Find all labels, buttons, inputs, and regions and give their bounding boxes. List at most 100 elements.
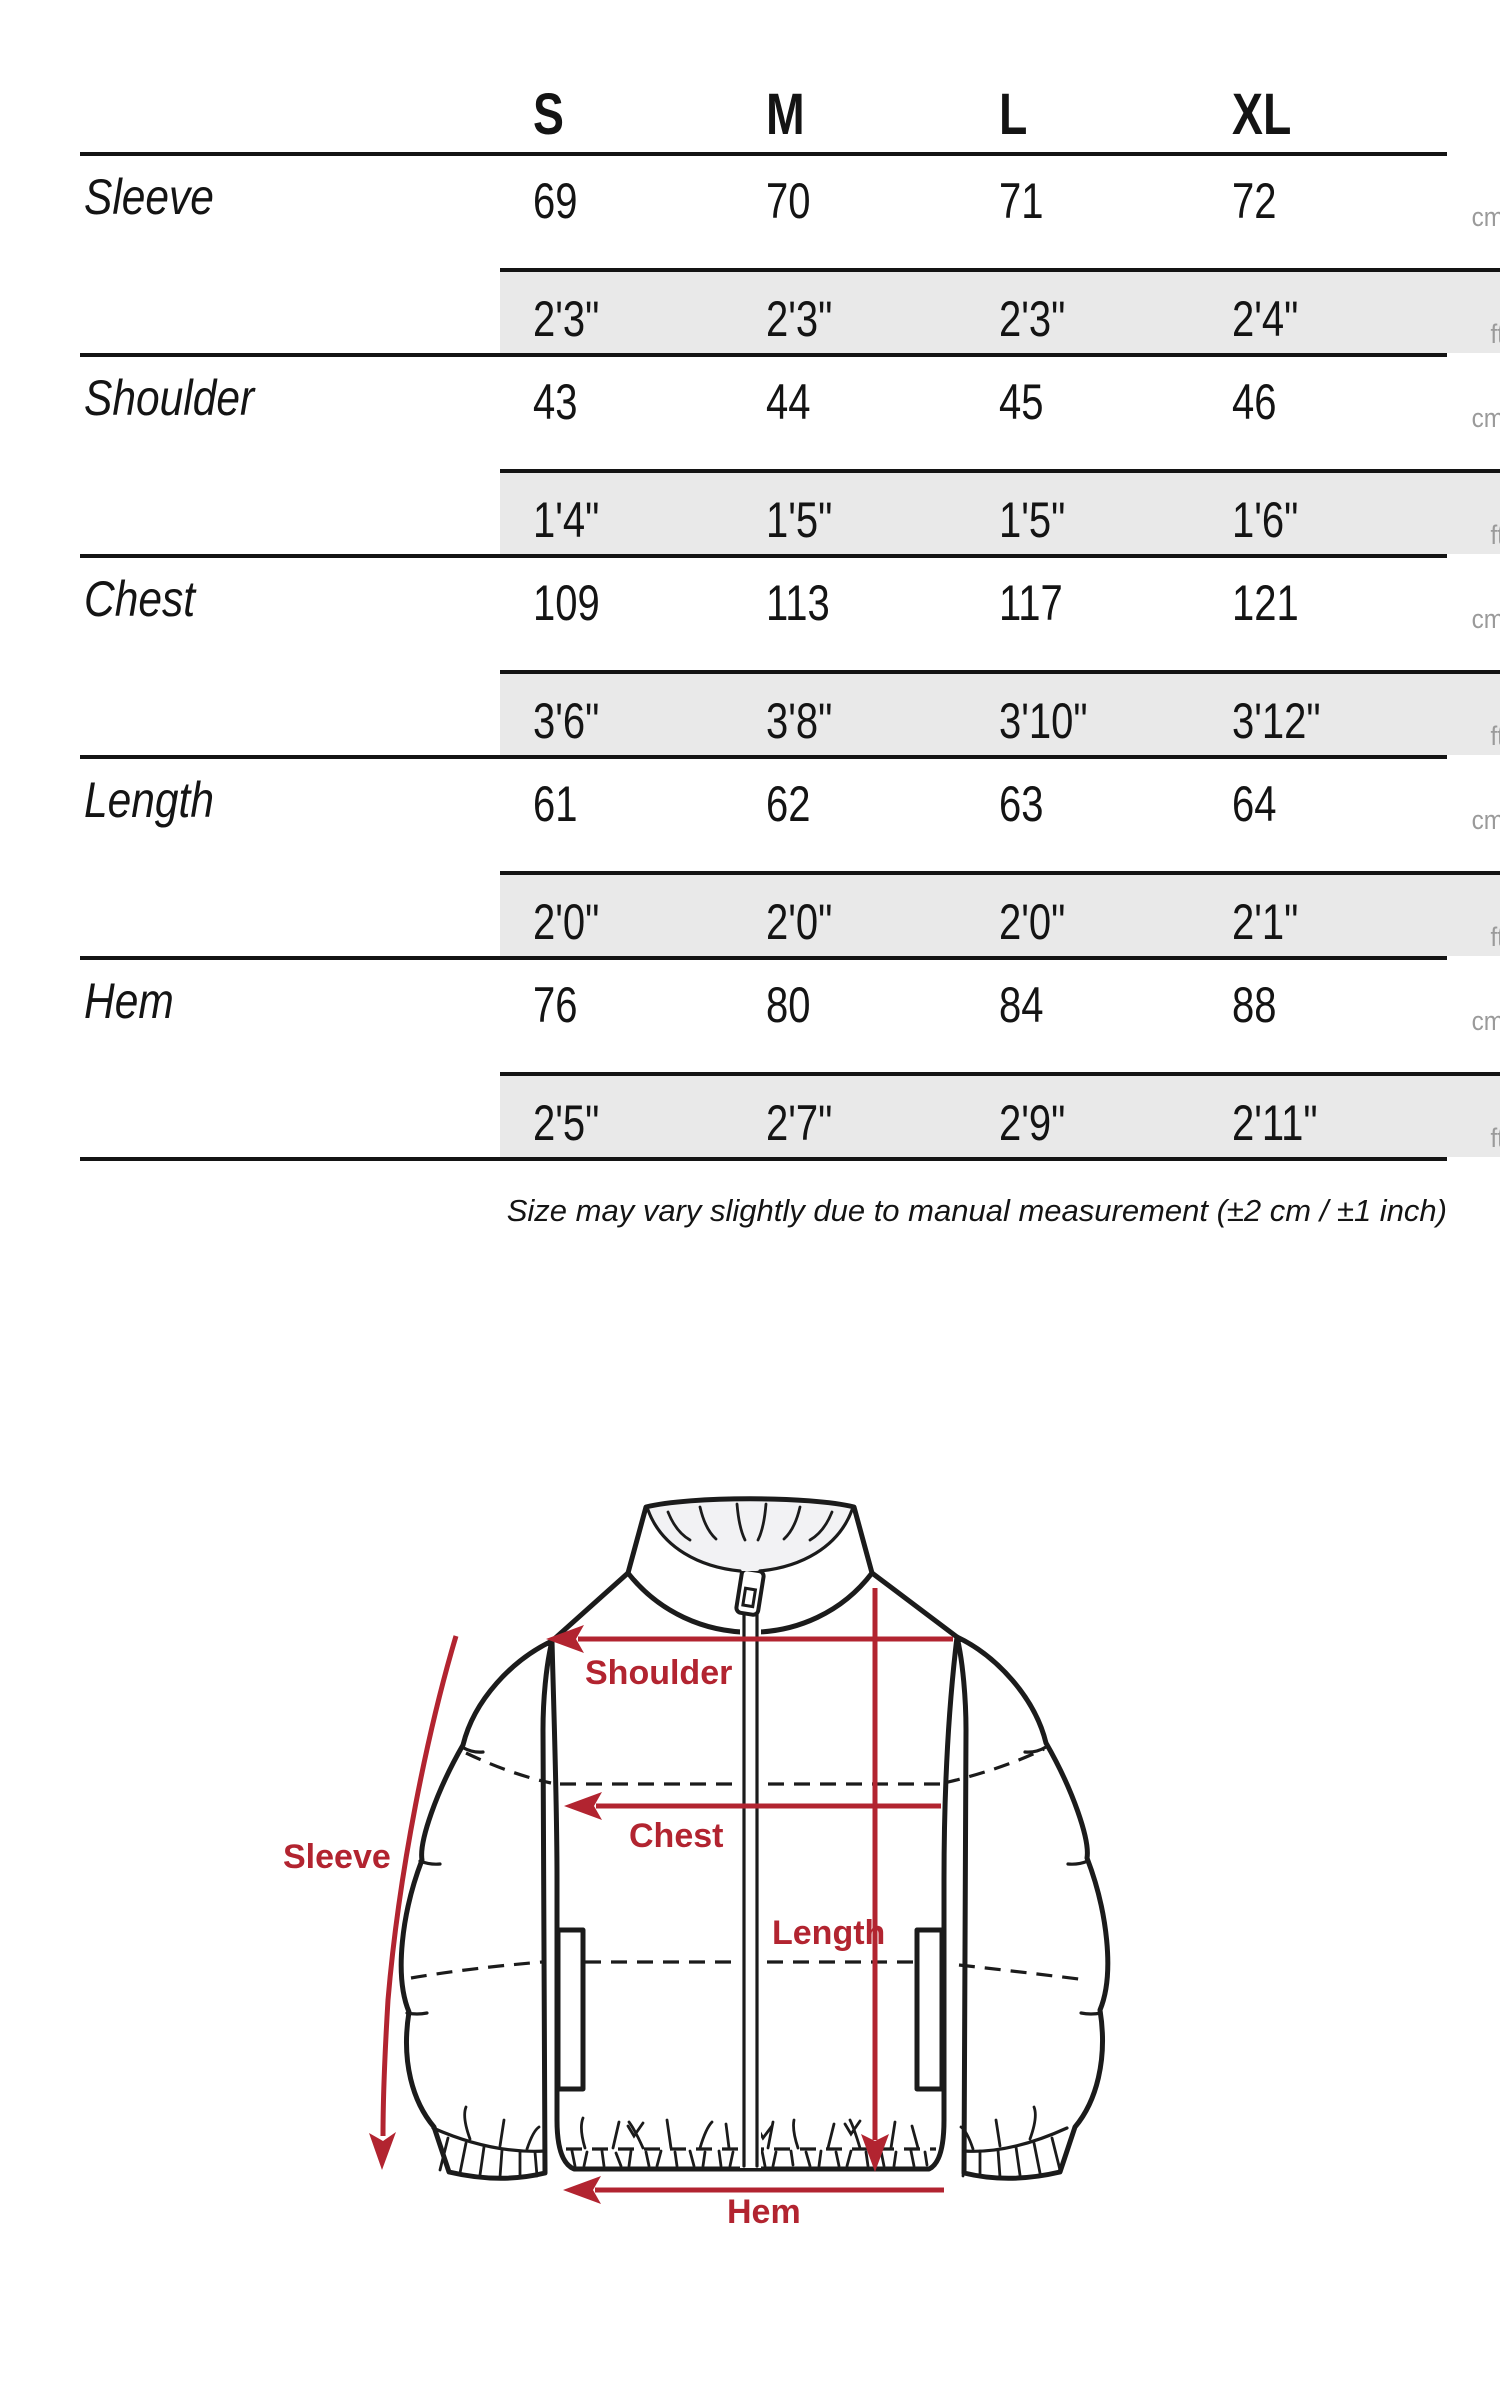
right-cuff-seam — [962, 2126, 1069, 2153]
ft-value: 2'5" — [500, 1072, 733, 1157]
ft-value: 3'6" — [500, 670, 733, 755]
unit-ft: ft — [1432, 1072, 1500, 1157]
table-row-cm: Length 61 62 63 64 cm — [80, 759, 1500, 871]
row-label: Chest — [84, 571, 196, 627]
shoulder-label: Shoulder — [585, 1654, 732, 1692]
cm-value: 44 — [766, 374, 811, 430]
zipper-pull — [734, 1567, 766, 1617]
unit-cm: cm — [1471, 805, 1500, 835]
cm-value: 46 — [1232, 374, 1277, 430]
hem-arrowhead — [563, 2176, 601, 2204]
unit-cm: cm — [1471, 604, 1500, 634]
cm-value: 69 — [533, 173, 578, 229]
collar-outline — [625, 1496, 875, 1576]
cm-value: 76 — [533, 977, 578, 1033]
shoulder-annotation: Shoulder — [546, 1625, 953, 1692]
cm-value: 80 — [766, 977, 811, 1033]
size-header-s: S — [533, 82, 564, 147]
table-row-ft: 3'6" 3'8" 3'10" 3'12" ft — [80, 670, 1500, 755]
row-label-spacer — [80, 469, 500, 554]
ft-value: 2'0" — [966, 871, 1199, 956]
row-group-shoulder: Shoulder 43 44 45 46 cm 1'4" 1'5" 1'5" 1… — [80, 357, 1500, 558]
collar-inside — [646, 1498, 854, 1571]
sleeve-arrow-line — [380, 1635, 459, 2137]
row-group-hem: Hem 76 80 84 88 cm 2'5" 2'7" 2'9" 2'11" … — [80, 960, 1500, 1161]
sleeve-arrowhead — [369, 2132, 396, 2170]
ft-value: 1'5" — [733, 469, 966, 554]
unit-ft: ft — [1432, 268, 1500, 353]
ft-value: 1'6" — [1199, 469, 1432, 554]
ft-value: 2'11" — [1199, 1072, 1432, 1157]
cm-value: 113 — [766, 575, 830, 631]
ft-value: 2'3" — [966, 268, 1199, 353]
ft-value: 2'9" — [966, 1072, 1199, 1157]
left-cuff-seam — [431, 2126, 547, 2153]
row-label: Sleeve — [84, 169, 214, 225]
cm-value: 43 — [533, 374, 578, 430]
table-row-ft: 2'0" 2'0" 2'0" 2'1" ft — [80, 871, 1500, 956]
ft-value: 2'4" — [1199, 268, 1432, 353]
ft-value: 3'8" — [733, 670, 966, 755]
cm-value: 71 — [999, 173, 1044, 229]
row-label-spacer — [80, 871, 500, 956]
ft-value: 1'5" — [966, 469, 1199, 554]
size-header-l: L — [999, 82, 1028, 147]
row-label: Length — [84, 772, 214, 828]
cm-value: 84 — [999, 977, 1044, 1033]
row-group-chest: Chest 109 113 117 121 cm 3'6" 3'8" 3'10"… — [80, 558, 1500, 759]
shoulder-arrowhead — [546, 1625, 584, 1653]
unit-ft: ft — [1432, 871, 1500, 956]
right-sleeve — [954, 1634, 1111, 2181]
cm-value: 61 — [533, 776, 578, 832]
table-row-cm: Shoulder 43 44 45 46 cm — [80, 357, 1500, 469]
cm-value: 70 — [766, 173, 811, 229]
length-arrowhead — [861, 2134, 889, 2172]
collar-gathers — [666, 1502, 834, 1542]
chest-label: Chest — [629, 1817, 723, 1855]
cm-value: 121 — [1232, 575, 1299, 631]
sleeve-label: Sleeve — [283, 1838, 391, 1876]
size-header-row: S M L XL — [80, 0, 1447, 156]
header-spacer — [80, 0, 500, 152]
cm-value: 64 — [1232, 776, 1277, 832]
cm-value: 63 — [999, 776, 1044, 832]
ft-value: 2'0" — [733, 871, 966, 956]
sleeve-annotation: Sleeve — [283, 1635, 459, 2170]
sleeve-crease-marks — [405, 1745, 1103, 2016]
unit-cm: cm — [1471, 1006, 1500, 1036]
unit-cm: cm — [1471, 202, 1500, 232]
cm-value: 72 — [1232, 173, 1277, 229]
size-header-xl: XL — [1232, 82, 1292, 147]
length-label: Length — [772, 1914, 885, 1952]
chest-annotation: Chest — [564, 1792, 941, 1855]
ft-value: 2'1" — [1199, 871, 1432, 956]
unit-ft: ft — [1432, 469, 1500, 554]
ft-value: 2'3" — [500, 268, 733, 353]
ft-value: 1'4" — [500, 469, 733, 554]
cm-value: 117 — [999, 575, 1063, 631]
table-row-cm: Sleeve 69 70 71 72 cm — [80, 156, 1500, 268]
length-annotation: Length — [772, 1588, 889, 2172]
hem-tuft-strokes — [580, 2116, 920, 2150]
table-row-cm: Hem 76 80 84 88 cm — [80, 960, 1500, 1072]
row-group-length: Length 61 62 63 64 cm 2'0" 2'0" 2'0" 2'1… — [80, 759, 1500, 960]
measurement-note: Size may vary slightly due to manual mea… — [506, 1193, 1447, 1228]
size-chart-table: S M L XL Sleeve 69 70 71 72 cm 2'3" 2'3"… — [80, 0, 1500, 1229]
header-unit-spacer — [1432, 0, 1500, 152]
size-header-m: M — [766, 82, 805, 147]
ft-value: 2'7" — [733, 1072, 966, 1157]
cm-value: 45 — [999, 374, 1044, 430]
row-label: Hem — [84, 973, 174, 1029]
table-row-ft: 1'4" 1'5" 1'5" 1'6" ft — [80, 469, 1500, 554]
hem-label: Hem — [727, 2193, 801, 2231]
ft-value: 2'0" — [500, 871, 733, 956]
ft-value: 3'12" — [1199, 670, 1432, 755]
table-row-ft: 2'3" 2'3" 2'3" 2'4" ft — [80, 268, 1500, 353]
row-label-spacer — [80, 1072, 500, 1157]
left-sleeve — [398, 1638, 555, 2181]
ft-value: 3'10" — [966, 670, 1199, 755]
row-label: Shoulder — [84, 370, 255, 426]
hem-gather-ticks — [570, 2149, 929, 2168]
